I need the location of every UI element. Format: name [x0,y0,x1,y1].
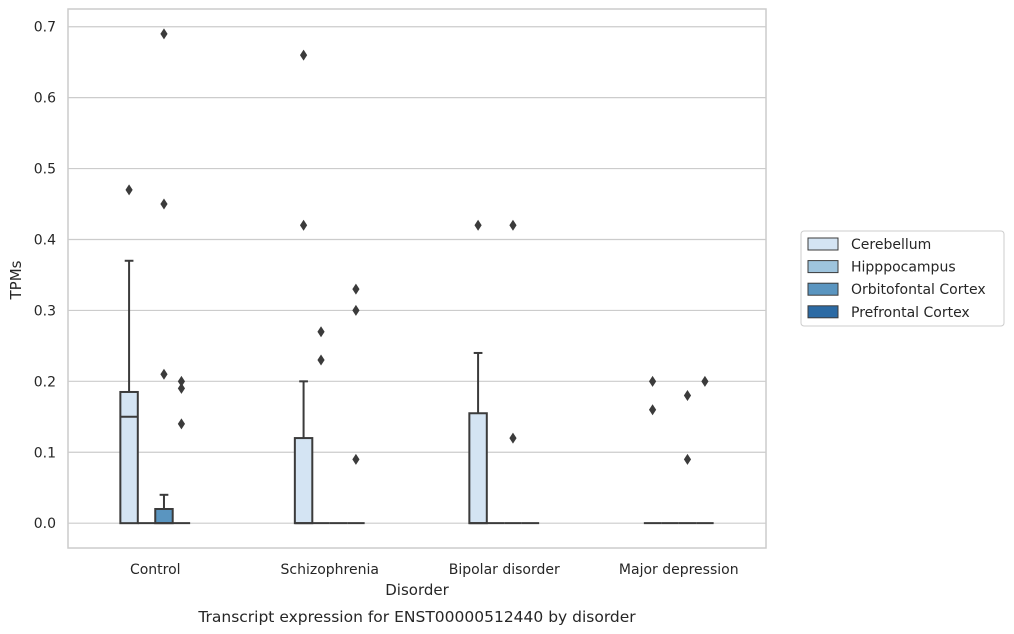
outlier-point [160,368,168,380]
box-orbitofontal-cortex [504,219,522,525]
box-cerebellum [119,184,139,525]
box-body [468,412,488,525]
x-axis-title: Disorder [385,581,449,599]
outlier-point [352,453,360,465]
outlier-point [160,198,168,210]
box-cerebellum [643,375,662,525]
x-tick-label: Bipolar disorder [449,562,560,578]
outlier-point [160,28,168,40]
y-tick-label: 0.0 [34,516,56,532]
outlier-point [352,283,360,295]
legend-label: Cerebellum [851,237,931,253]
box-body [154,507,174,525]
y-tick-label: 0.2 [34,374,56,390]
outlier-point [683,453,692,465]
legend-label: Orbitofontal Cortex [851,282,986,298]
outlier-point [474,219,482,231]
legend-swatch [807,237,839,251]
outlier-point [648,404,657,416]
outlier-point [648,375,657,387]
box-prefrontal-cortex [696,375,714,525]
box-orbitofontal-cortex [154,28,174,525]
box-body [293,437,314,525]
legend-label: Prefrontal Cortex [851,305,970,321]
y-axis-title: TPMs [7,260,25,300]
plot-frame [67,8,767,549]
box-cerebellum [293,49,314,525]
outlier-point [299,219,308,231]
box-orbitofontal-cortex [678,390,697,525]
y-tick-label: 0.3 [34,303,56,319]
x-tick-label: Major depression [619,562,739,578]
grid-lines [68,26,766,524]
box-body [119,390,139,525]
chart-caption: Transcript expression for ENST0000051244… [197,608,636,626]
outlier-point [177,418,186,430]
outlier-point [701,375,709,387]
outlier-point [509,432,517,444]
outlier-point [683,390,692,402]
y-tick-label: 0.5 [34,162,56,178]
y-tick-label: 0.4 [34,232,56,248]
outlier-point [352,304,360,316]
box-cerebellum [468,219,488,525]
x-tick-label: Schizophrenia [281,562,379,578]
x-tick-label: Control [130,562,181,578]
legend-swatch [807,305,839,319]
outlier-point [509,219,517,231]
legend-swatch [807,260,839,274]
y-tick-label: 0.1 [34,445,56,461]
legend-swatch [807,282,839,296]
outlier-point [317,326,325,338]
y-tick-label: 0.6 [34,91,56,107]
legend-label: Hipppocampus [851,260,956,276]
legend-frame [800,230,1005,327]
outlier-point [177,382,186,394]
box-prefrontal-cortex [172,375,191,525]
y-tick-labels: 0.0 0.1 0.2 0.3 0.4 0.5 0.6 0.7 [34,20,56,532]
y-tick-label: 0.7 [34,20,56,36]
outlier-point [125,184,133,196]
outlier-point [317,354,325,366]
outlier-point [299,49,308,61]
box-prefrontal-cortex [347,283,365,525]
box-layer [119,28,714,525]
legend: Cerebellum Hipppocampus Orbitofontal Corte… [800,230,1005,327]
box-hipppocampus [312,326,330,525]
outlier-point [177,375,186,387]
x-tick-labels: Control Schizophrenia Bipolar disorder Majo… [130,562,739,578]
